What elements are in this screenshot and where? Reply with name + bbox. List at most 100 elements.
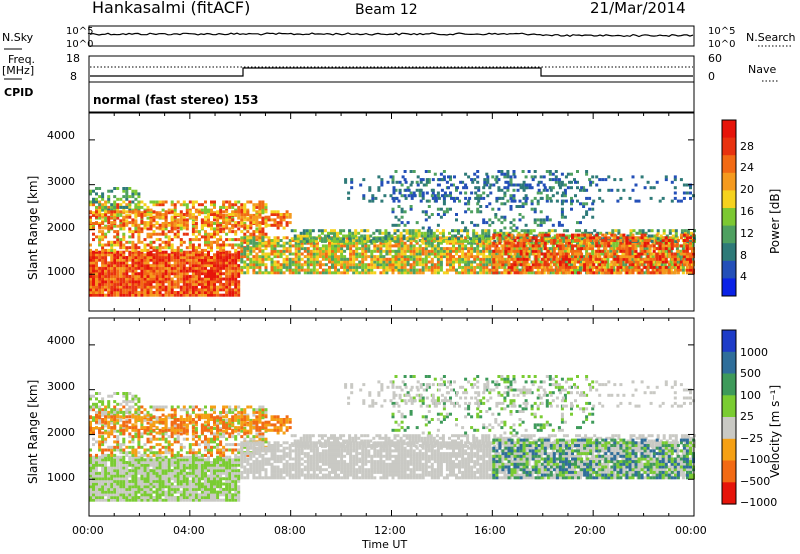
power-cell xyxy=(488,223,492,227)
power-cell xyxy=(476,180,480,184)
power-cell xyxy=(179,215,183,219)
power-cell xyxy=(128,280,132,284)
power-cell xyxy=(216,213,220,217)
power-cell xyxy=(264,265,268,269)
power-cell xyxy=(433,268,437,272)
power-cell xyxy=(600,252,604,256)
power-cell xyxy=(467,247,471,251)
power-cell xyxy=(350,180,354,184)
power-cell xyxy=(167,264,171,268)
power-cell xyxy=(107,205,111,209)
power-cell xyxy=(164,291,168,294)
power-cell xyxy=(612,244,616,248)
power-cell xyxy=(612,271,616,275)
power-cell xyxy=(234,266,238,270)
power-cell xyxy=(543,263,547,267)
power-cell xyxy=(549,252,553,256)
power-cell xyxy=(522,249,526,253)
power-cell xyxy=(486,178,490,182)
power-cell xyxy=(362,194,366,198)
power-cell xyxy=(439,265,443,269)
power-cell xyxy=(155,246,159,250)
power-cell xyxy=(494,241,498,245)
power-cell xyxy=(367,244,371,248)
power-cell xyxy=(484,234,488,238)
power-cell xyxy=(654,236,658,240)
power-cell xyxy=(495,196,499,200)
power-cell xyxy=(328,268,331,272)
power-cell xyxy=(137,240,141,244)
power-cell xyxy=(427,255,431,259)
power-cell xyxy=(539,265,543,269)
power-cell xyxy=(258,208,262,212)
power-cell xyxy=(234,272,238,276)
power-cell xyxy=(425,199,429,203)
power-cell xyxy=(89,288,92,292)
power-cell xyxy=(352,249,356,253)
power-cell xyxy=(331,257,334,261)
power-cell xyxy=(563,249,567,253)
power-cell xyxy=(497,207,501,211)
power-cell xyxy=(234,291,238,294)
power-cell xyxy=(406,271,410,275)
power-cell xyxy=(673,178,677,182)
power-cell xyxy=(379,260,383,264)
power-cell xyxy=(314,237,318,241)
power-cell xyxy=(596,231,600,235)
power-cell xyxy=(173,285,177,289)
power-cell xyxy=(515,263,519,267)
power-cell xyxy=(455,218,458,222)
power-cell xyxy=(637,268,641,272)
power-cell xyxy=(497,265,501,269)
power-cell xyxy=(457,229,460,233)
power-cell xyxy=(210,280,213,284)
power-cell xyxy=(406,247,410,251)
power-cell xyxy=(128,253,132,257)
power-cell xyxy=(270,249,274,253)
power-cell xyxy=(540,233,544,237)
power-cell xyxy=(415,241,419,245)
power-cell xyxy=(397,263,401,267)
power-cell xyxy=(655,252,659,256)
power-cell xyxy=(397,249,401,253)
power-cell xyxy=(237,243,241,247)
power-cell xyxy=(352,252,356,256)
power-cell xyxy=(415,249,419,253)
power-cell xyxy=(110,246,114,250)
power-cell xyxy=(343,268,347,272)
power-cell xyxy=(143,285,147,289)
power-cell xyxy=(652,244,656,248)
power-cell xyxy=(116,291,120,294)
power-cell xyxy=(631,188,635,192)
power-cell xyxy=(237,227,241,231)
power-cell xyxy=(668,229,672,233)
power-cell xyxy=(589,271,593,275)
power-cell xyxy=(302,234,306,238)
power-cell xyxy=(392,188,396,192)
power-cell xyxy=(339,237,343,241)
power-cell xyxy=(167,240,171,244)
power-cell xyxy=(182,200,186,204)
power-cell xyxy=(255,227,259,231)
power-cell xyxy=(376,257,380,261)
power-cell xyxy=(331,260,334,264)
power-cell xyxy=(333,239,336,243)
power-cell xyxy=(155,261,159,265)
power-cell xyxy=(585,188,589,192)
power-cell xyxy=(560,213,564,216)
power-cell xyxy=(616,199,620,203)
power-cell xyxy=(689,236,692,240)
power-cell xyxy=(179,261,183,265)
power-cell xyxy=(383,194,387,198)
power-cell xyxy=(519,263,523,267)
power-cell xyxy=(461,271,465,275)
power-cell xyxy=(125,266,129,270)
power-cell xyxy=(303,247,307,251)
power-cell xyxy=(219,213,223,216)
power-cell xyxy=(164,223,168,227)
power-cell xyxy=(179,291,183,294)
power-cell xyxy=(408,234,412,238)
power-cell xyxy=(476,241,480,245)
power-cell xyxy=(552,241,556,245)
power-cell xyxy=(252,249,256,253)
